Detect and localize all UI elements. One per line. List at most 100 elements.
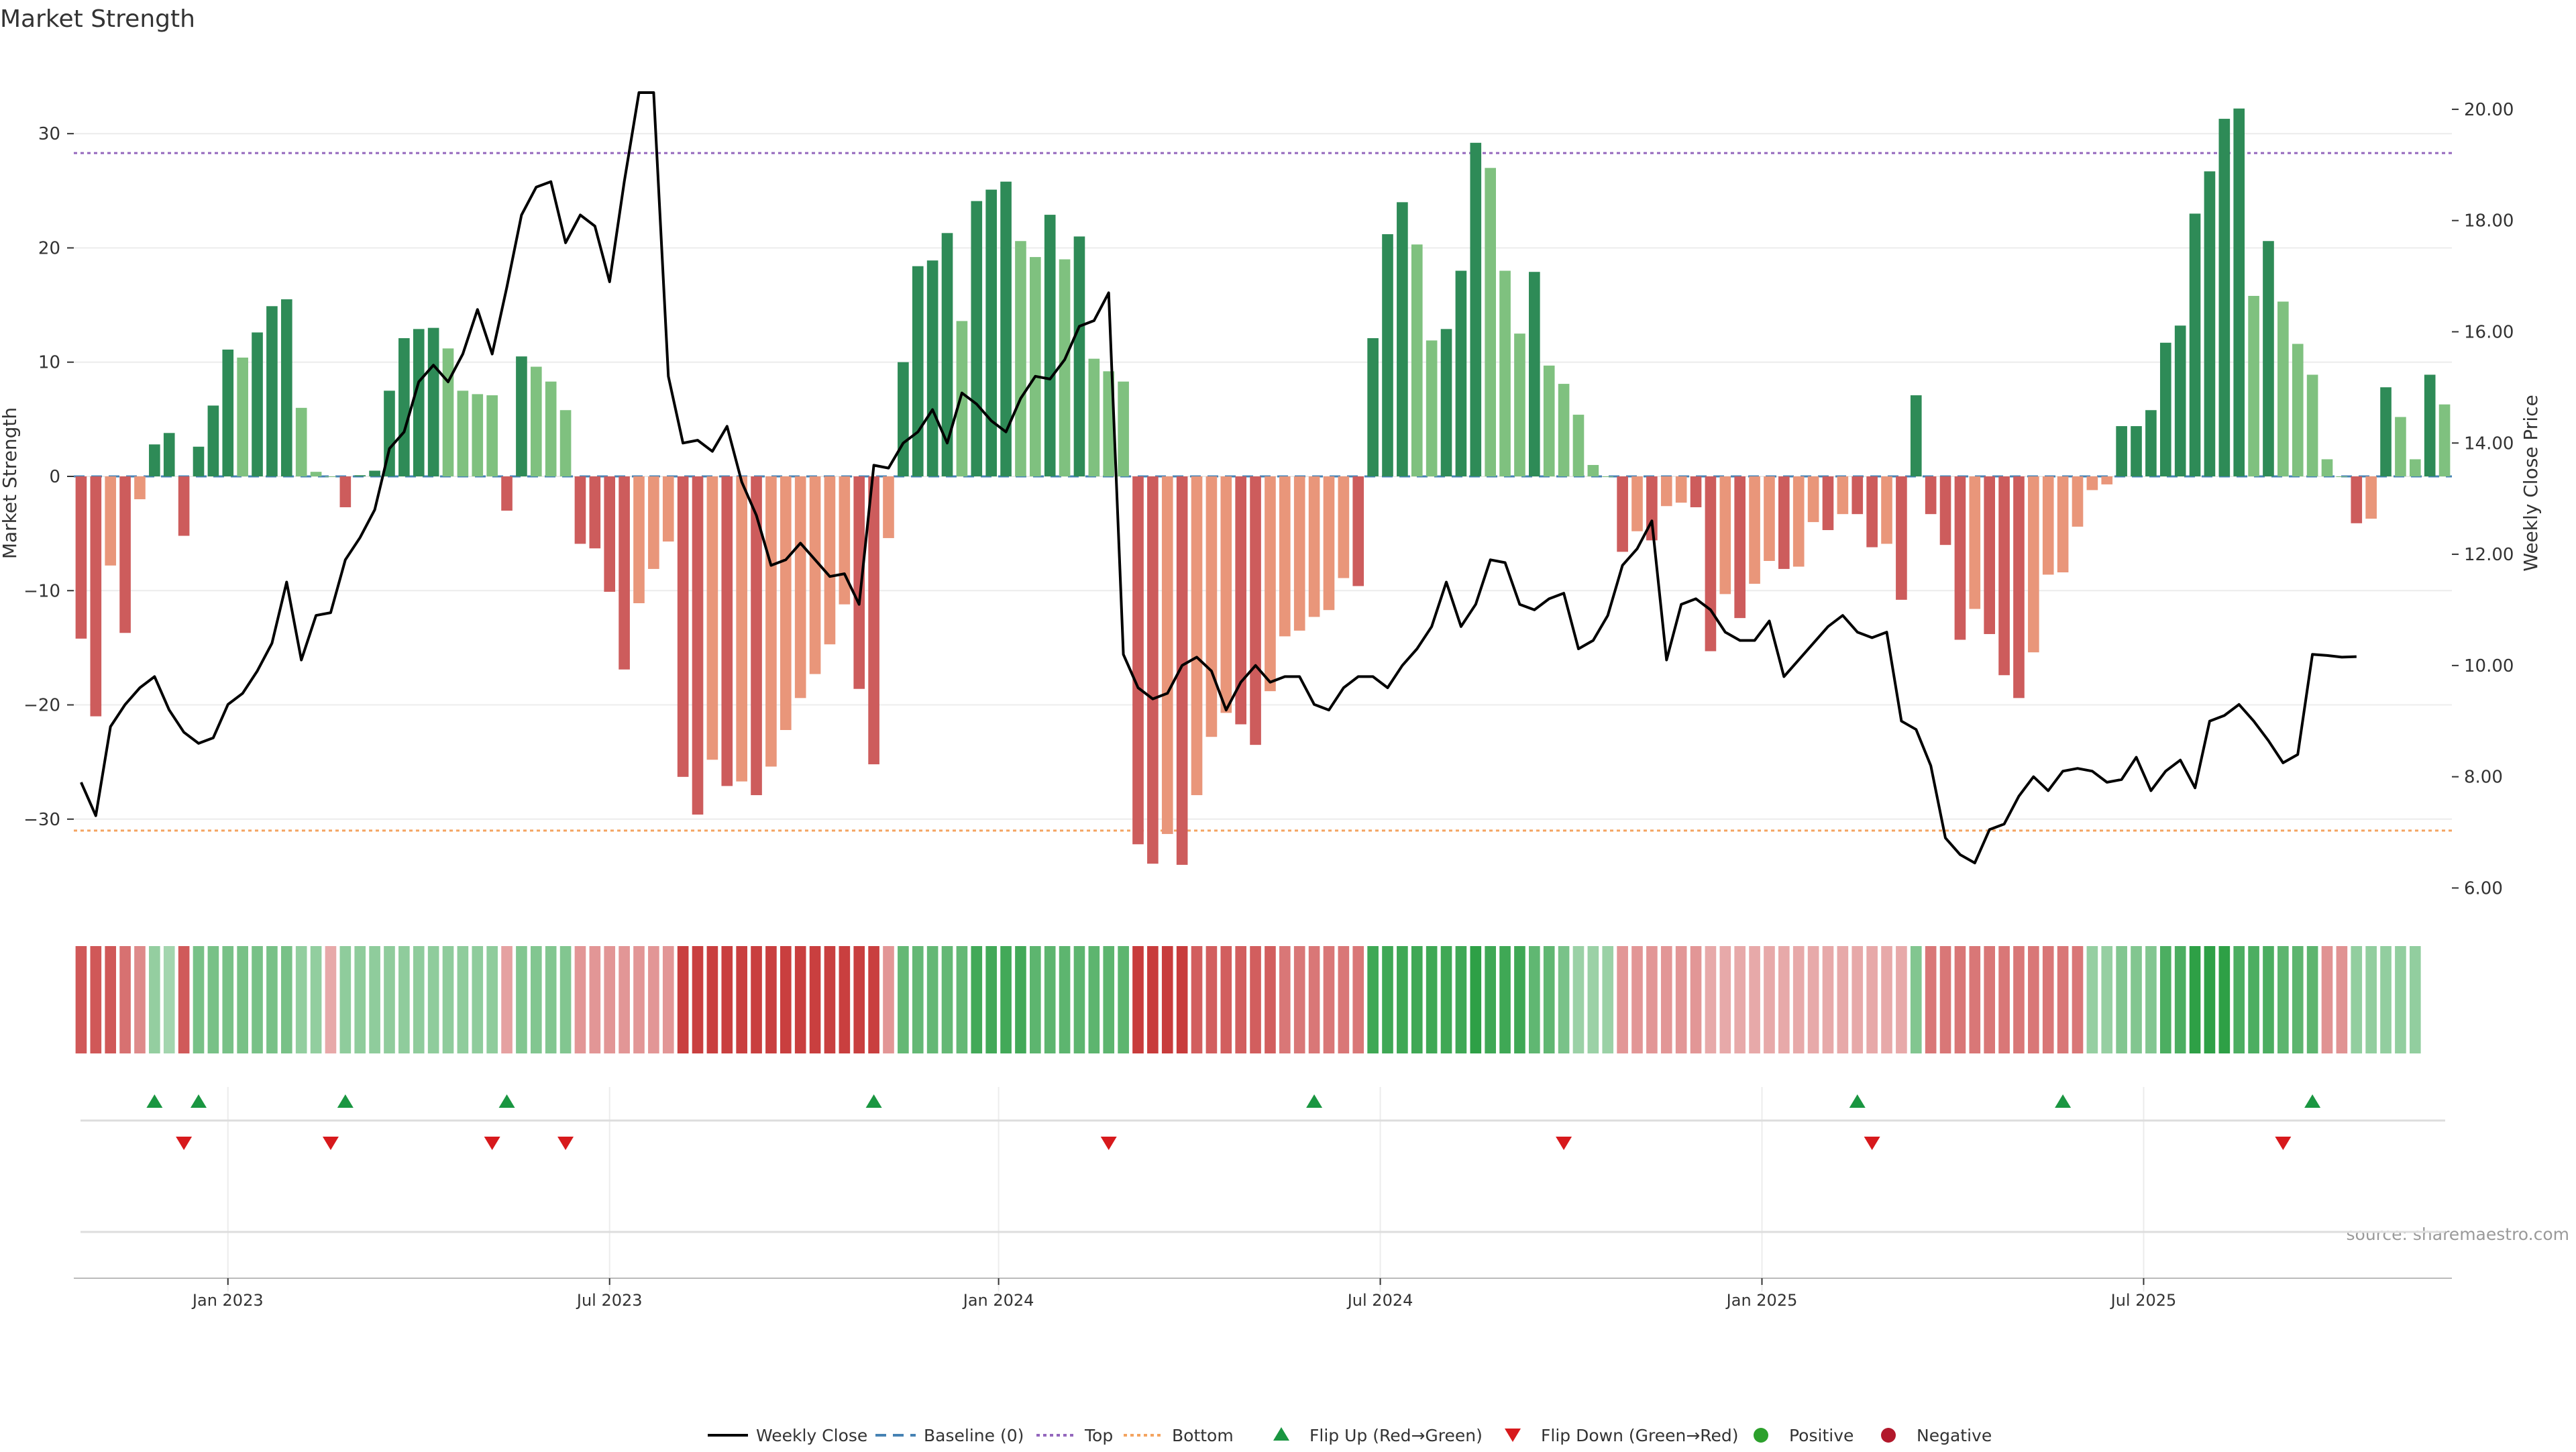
heat-cell <box>1881 946 1892 1053</box>
strength-bar <box>604 476 616 592</box>
strength-bar <box>926 260 938 476</box>
strength-bar <box>369 470 380 476</box>
strength-bar <box>2365 476 2377 519</box>
legend-label: Negative <box>1917 1426 1992 1445</box>
heat-cell <box>325 946 337 1053</box>
heat-cell <box>898 946 909 1053</box>
heat-cell <box>1323 946 1335 1053</box>
strength-bar <box>898 362 909 476</box>
flip-down-marker <box>1100 1137 1117 1150</box>
heat-cell <box>1851 946 1864 1053</box>
chart-title: Market Strength <box>0 5 195 33</box>
heat-cell <box>2365 946 2377 1053</box>
heat-cell <box>2145 946 2157 1053</box>
flip-down-marker <box>176 1137 193 1150</box>
y-tick-label: −30 <box>23 810 60 830</box>
strength-bar <box>809 476 821 674</box>
strength-bar <box>1984 476 1996 634</box>
strength-bar <box>2072 476 2084 527</box>
heat-cell <box>1338 946 1350 1053</box>
strength-bar <box>2101 476 2113 484</box>
heat-cell <box>794 946 806 1053</box>
heat-cell <box>971 946 983 1053</box>
strength-bar <box>1426 340 1438 476</box>
legend-flip-up-icon <box>1273 1427 1289 1441</box>
heat-cell <box>2189 946 2201 1053</box>
heat-cell <box>1969 946 1981 1053</box>
heat-cell <box>501 946 513 1053</box>
strength-bar <box>486 395 498 476</box>
heat-cell <box>1367 946 1379 1053</box>
strength-bar <box>648 476 659 569</box>
grid-lines <box>74 133 2452 1292</box>
strength-bar <box>193 446 205 476</box>
y2-tick-label: 14.00 <box>2464 433 2514 454</box>
heat-cell <box>2013 946 2025 1053</box>
heat-cell <box>589 946 601 1053</box>
heat-cell <box>1998 946 2010 1053</box>
strength-bar <box>1397 202 1408 476</box>
heat-cell <box>1015 946 1026 1053</box>
heat-cell <box>2116 946 2127 1053</box>
heat-cell <box>1837 946 1849 1053</box>
source-note: source: sharemaestro.com <box>2347 1225 2570 1244</box>
legend-label: Flip Down (Green→Red) <box>1541 1426 1739 1445</box>
heat-cell <box>1617 946 1628 1053</box>
strength-bar <box>1485 168 1496 476</box>
heat-cell <box>1749 946 1760 1053</box>
flip-down-marker <box>1864 1137 1880 1150</box>
heat-cell <box>207 946 219 1053</box>
strength-bar <box>1778 476 1790 569</box>
heat-cell <box>339 946 352 1053</box>
heat-cell <box>2042 946 2054 1053</box>
heat-cell <box>662 946 674 1053</box>
strength-bar <box>2409 459 2421 476</box>
strength-bar <box>2189 213 2201 476</box>
strength-bar <box>280 299 292 476</box>
strength-bar <box>1587 464 1599 476</box>
strength-bar <box>662 476 674 542</box>
heat-cell <box>2336 946 2348 1053</box>
heat-cell <box>1925 946 1937 1053</box>
heat-cell <box>941 946 953 1053</box>
strength-bar <box>2042 476 2054 575</box>
heat-cell <box>90 946 102 1053</box>
strength-bar <box>2174 325 2186 476</box>
strength-bar <box>354 475 366 476</box>
heat-cell <box>2057 946 2069 1053</box>
strength-bar <box>956 321 968 476</box>
flip-up-marker <box>1306 1094 1323 1108</box>
y-tick-label: 30 <box>38 124 60 144</box>
strength-bar <box>516 356 527 476</box>
strength-bar <box>1954 476 1966 640</box>
legend-label: Flip Up (Red→Green) <box>1309 1426 1483 1445</box>
strength-bar <box>1323 476 1335 611</box>
flip-up-marker <box>498 1094 515 1108</box>
strength-bar <box>1734 476 1746 619</box>
flip-up-marker <box>191 1094 207 1108</box>
strength-bar <box>2086 476 2098 490</box>
heat-cell <box>1455 946 1467 1053</box>
strength-bar <box>1338 476 1350 578</box>
heat-cell <box>1778 946 1790 1053</box>
heat-cell <box>222 946 234 1053</box>
strength-bar <box>2336 476 2348 477</box>
heat-cell <box>1764 946 1775 1053</box>
heat-cell <box>1161 946 1173 1053</box>
heat-cell <box>427 946 439 1053</box>
x-tick-label: Jan 2025 <box>1725 1291 1798 1310</box>
strength-bar <box>501 476 513 511</box>
heat-cell <box>1220 946 1232 1053</box>
x-tick-label: Jan 2024 <box>962 1291 1034 1310</box>
strength-bar <box>1265 476 1276 692</box>
heat-cell <box>1572 946 1585 1053</box>
strength-bar <box>1191 476 1203 796</box>
strength-bar <box>721 476 733 786</box>
strength-bar <box>1881 476 1892 544</box>
heat-cell <box>237 946 248 1053</box>
strength-bar <box>530 366 542 476</box>
strength-bar <box>619 476 630 670</box>
strength-bar <box>1088 358 1100 476</box>
heat-cell <box>1543 946 1555 1053</box>
heat-cell <box>1529 946 1540 1053</box>
